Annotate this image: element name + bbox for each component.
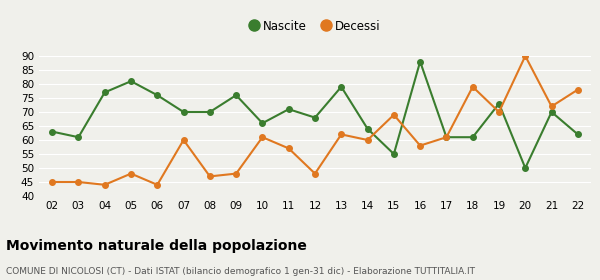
Legend: Nascite, Decessi: Nascite, Decessi [249,20,381,33]
Text: COMUNE DI NICOLOSI (CT) - Dati ISTAT (bilancio demografico 1 gen-31 dic) - Elabo: COMUNE DI NICOLOSI (CT) - Dati ISTAT (bi… [6,267,475,276]
Text: Movimento naturale della popolazione: Movimento naturale della popolazione [6,239,307,253]
